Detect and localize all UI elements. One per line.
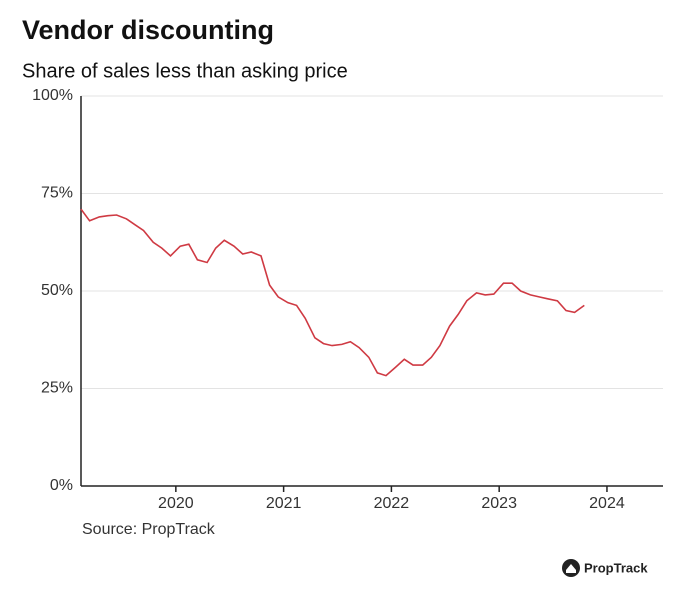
chart-subtitle: Share of sales less than asking price	[22, 60, 348, 82]
x-tick-label: 2022	[374, 495, 410, 512]
source: Source: PropTrack	[82, 521, 216, 538]
chart-title: Vendor discounting	[22, 15, 274, 45]
y-tick-label: 75%	[41, 185, 73, 202]
y-tick-label: 25%	[41, 380, 73, 397]
x-tick-label: 2020	[158, 495, 194, 512]
y-tick-label: 100%	[32, 87, 73, 104]
y-tick-label: 0%	[50, 477, 73, 494]
x-tick-label: 2021	[266, 495, 302, 512]
logo-text: PropTrack	[584, 560, 648, 575]
y-tick-label: 50%	[41, 282, 73, 299]
x-tick-label: 2023	[481, 495, 517, 512]
data-line	[80, 208, 585, 377]
logo-house	[566, 564, 576, 573]
x-tick-label: 2024	[589, 495, 625, 512]
logo: PropTrack	[562, 559, 648, 577]
